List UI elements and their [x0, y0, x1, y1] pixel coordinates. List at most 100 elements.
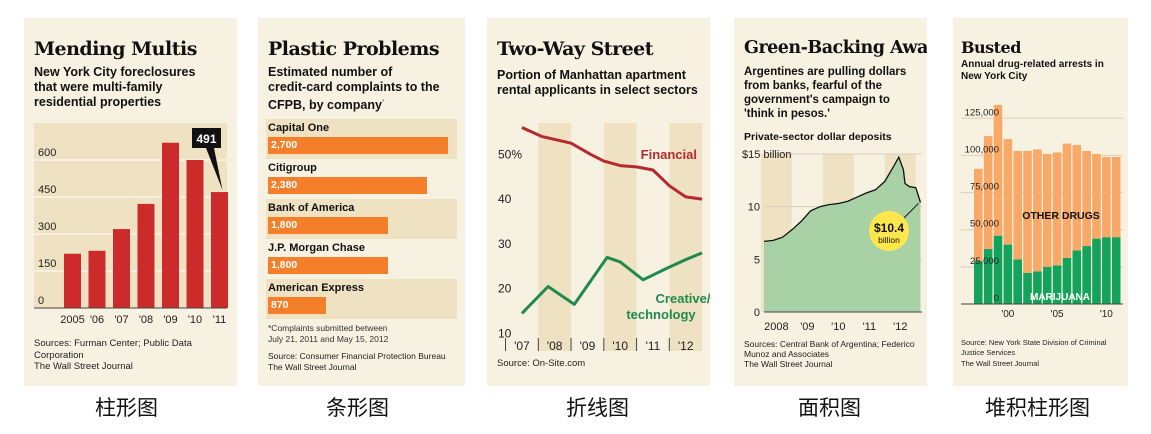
footnote-line: *Complaints submitted between	[268, 323, 388, 333]
chart-heading: Private-sector dollar deposits	[744, 131, 892, 143]
bar-segment-other-drugs	[1052, 152, 1062, 266]
y-tick-label: 0	[994, 293, 999, 304]
bar	[137, 203, 155, 308]
data-label: 1,800	[271, 259, 298, 271]
series-label: technology	[626, 307, 696, 322]
bar	[268, 297, 327, 314]
data-label: 1,800	[271, 219, 298, 231]
y-tick-label: 125,000	[965, 107, 999, 118]
chart-source: Source: New York State Division of Crimi…	[961, 338, 1106, 369]
bar	[211, 192, 228, 308]
series-label: Creative/	[656, 291, 710, 306]
bar	[268, 177, 427, 194]
x-tick-label: '05	[1051, 309, 1064, 320]
bar-segment-other-drugs	[1111, 156, 1121, 238]
subtitle-line: from banks, fearful of the	[744, 80, 883, 92]
bar-segment-other-drugs	[1092, 153, 1101, 239]
bar-segment-marijuana	[1003, 244, 1013, 304]
footnote-line: July 21, 2011 and May 15, 2012	[268, 333, 389, 344]
x-tick-label: '10	[612, 339, 628, 353]
chart-source: Sources: Central Bank of Argentina; Fede…	[744, 339, 915, 369]
data-label: 2,700	[271, 139, 298, 151]
bar-row: Capital One 2,700	[266, 119, 457, 159]
y-tick-label: 10	[748, 202, 760, 214]
caption-area-chart: 面积图	[798, 396, 861, 420]
chart-title: Green-Backing Away	[744, 38, 927, 58]
chart-panel-mending-multis: Mending Multis New York City foreclosure…	[24, 18, 237, 386]
source-line: Source: On-Site.com	[497, 358, 586, 369]
series-line	[520, 251, 703, 315]
category-label: Bank of America	[268, 202, 355, 214]
bar-segment-other-drugs	[1082, 150, 1091, 247]
series-label: MARIJUANA	[1030, 292, 1090, 303]
source-line: Munoz and Associates	[744, 349, 830, 359]
bar	[186, 160, 204, 308]
bar-segment-other-drugs	[974, 168, 983, 261]
bar-segment-marijuana	[983, 249, 993, 304]
category-label: Capital One	[268, 122, 330, 134]
subtitle-line: Annual drug-related arrests in	[961, 59, 1104, 70]
bar-segment-other-drugs	[1023, 150, 1032, 273]
chart-source: Source: On-Site.com	[497, 358, 585, 370]
bar-segment-other-drugs	[1033, 149, 1042, 272]
chart-title: Mending Multis	[34, 38, 197, 60]
x-tick-label: '09	[800, 321, 814, 333]
source-line: Source: New York State Division of Crimi…	[961, 338, 1107, 347]
bar	[88, 250, 106, 308]
x-tick-label: '11	[646, 339, 661, 353]
x-tick-label: 2005	[60, 314, 84, 326]
bar-segment-marijuana	[1033, 271, 1042, 304]
source-line: Sources: Central Bank of Argentina; Fede…	[744, 339, 915, 349]
bar-segment-other-drugs	[1042, 153, 1052, 267]
y-tick-label: 50,000	[970, 219, 999, 230]
x-tick-label: '06	[90, 314, 104, 326]
x-tick-label: '08	[547, 339, 563, 353]
y-tick-label: 75,000	[970, 182, 999, 193]
caption-stacked-column-chart: 堆积柱形图	[985, 396, 1090, 420]
y-tick-label: 10	[498, 327, 512, 341]
area-chart: 0 5 10 $15 billion 2008 '09 '10 '11 '12 $10.4bill…	[742, 149, 922, 333]
source-line: The Wall Street Journal	[961, 359, 1040, 368]
source-line: The Wall Street Journal	[34, 361, 133, 372]
subtitle-line: CFPB, by company*	[268, 95, 440, 113]
bar-row: Bank of America 1,800	[266, 199, 457, 239]
stacked-column-chart: 0 25,000 50,000 75,000 100,000 125,000 '00 '05 '…	[961, 104, 1123, 320]
series-label: OTHER DRUGS	[1022, 210, 1100, 222]
y-tick-label: 25,000	[970, 256, 999, 267]
footnote-mark: *	[381, 99, 385, 106]
callout-box	[192, 128, 221, 148]
callout-label: $10.4	[874, 221, 904, 235]
line-chart: 10 20 30 40 50% '07 '08 '09 '10 '11 '12 Financial Cr…	[498, 123, 710, 353]
y-tick-label: 300	[38, 221, 56, 233]
callout-pointer	[206, 148, 223, 191]
x-tick-label: '09	[580, 339, 596, 353]
bar-segment-other-drugs	[1102, 156, 1111, 238]
caption-bar-chart: 条形图	[326, 396, 389, 420]
area-line	[763, 155, 922, 243]
source-line: Corporation	[34, 349, 84, 361]
chart-subtitle: Portion of Manhattan apartment rental ap…	[497, 68, 698, 98]
x-tick-label: '10	[1100, 309, 1113, 320]
source-line: Justice Services	[961, 347, 1016, 357]
category-label: Citigroup	[268, 162, 317, 174]
chart-panel-green-backing-away: Green-Backing Away Argentines are pullin…	[734, 18, 927, 386]
category-label: American Express	[268, 282, 364, 294]
bar-row: Citigroup 2,380	[266, 159, 457, 199]
data-label: 870	[271, 299, 289, 311]
x-tick-label: '12	[893, 321, 907, 333]
y-tick-label: 30	[498, 237, 512, 251]
callout-bubble	[869, 211, 909, 251]
bar-segment-other-drugs	[1003, 139, 1013, 245]
y-tick-label: 40	[498, 192, 512, 206]
chart-source: Sources: Furman Center; Public Data Corp…	[34, 338, 192, 373]
callout-label: 491	[196, 132, 216, 146]
chart-subtitle: New York City foreclosures that were mul…	[34, 65, 195, 110]
bar-segment-marijuana	[1111, 237, 1121, 304]
y-tick-label: 150	[38, 258, 56, 270]
bar-segment-marijuana	[1062, 257, 1072, 304]
y-tick-label: 5	[754, 254, 760, 266]
source-line: Sources: Furman Center; Public Data	[34, 338, 192, 349]
chart-title: Plastic Problems	[268, 38, 440, 60]
chart-panel-two-way-street: Two-Way Street Portion of Manhattan apar…	[487, 18, 710, 386]
bar-segment-marijuana	[1023, 272, 1032, 304]
